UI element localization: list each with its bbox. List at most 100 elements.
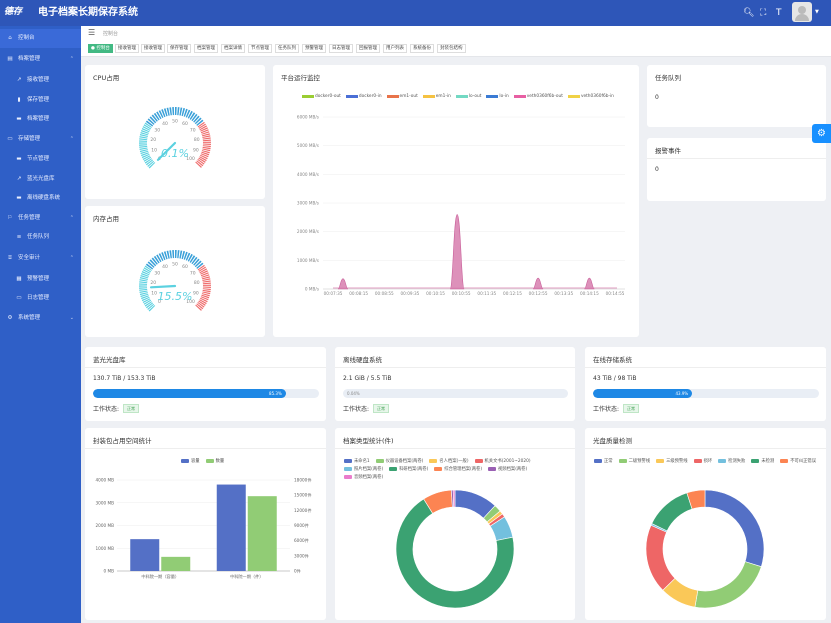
legend-line-icon — [302, 95, 314, 98]
legend-item[interactable]: 损坏 — [693, 458, 713, 464]
tab-item[interactable]: 预警管理 — [302, 44, 326, 53]
tab-item[interactable]: 任务队列 — [275, 44, 299, 53]
legend-item[interactable]: 未检测 — [751, 458, 774, 464]
series-peak — [449, 214, 465, 290]
legend-item[interactable]: docker0-out — [302, 94, 341, 99]
sidebar-item[interactable]: ▬ 离线硬盘系统 — [0, 189, 81, 208]
tab-item[interactable]: ● 控制台 — [88, 44, 113, 53]
chevron-icon: ⌄ — [69, 315, 74, 321]
hamburger-icon[interactable]: ☰ — [88, 28, 96, 37]
settings-gear-button[interactable]: ⚙ — [812, 124, 831, 143]
tab-item[interactable]: 保存管理 — [167, 44, 191, 53]
sidebar-item-label: 任务队列 — [27, 234, 50, 240]
sidebar-item[interactable]: ⚐ 任务管理 ⌃ — [0, 209, 81, 228]
tab-item[interactable]: 封装包结构 — [437, 44, 466, 53]
search-icon[interactable]: 🔍︎ — [743, 8, 755, 18]
chevron-down-icon[interactable]: ▼ — [815, 9, 819, 15]
legend-label: lo-in — [499, 94, 509, 99]
gauge-tick-segment — [147, 160, 155, 167]
legend-item[interactable]: veth0360f6b-out — [514, 94, 563, 99]
legend-item[interactable]: 机关文书(2001~2020) — [474, 458, 531, 464]
gauge-tick-segment — [158, 253, 164, 262]
legend-item[interactable]: 视频档案(两卷) — [488, 466, 527, 472]
sidebar-item[interactable]: ⚙ 系统管理 ⌄ — [0, 309, 81, 328]
legend-item[interactable]: em1-in — [423, 94, 451, 99]
external-link-icon: ↗ — [16, 176, 22, 182]
tab-item[interactable]: 回报管理 — [356, 44, 380, 53]
legend-label: 照片档案(两卷) — [354, 467, 384, 472]
legend-item[interactable]: 容量 — [181, 458, 200, 464]
tab-item[interactable]: 档案详情 — [221, 44, 245, 53]
task-queue-title: 任务队列 — [655, 74, 681, 82]
gauge-tick-segment — [189, 112, 196, 120]
font-size-icon[interactable]: T — [776, 8, 782, 18]
avatar[interactable] — [792, 2, 812, 22]
legend-item[interactable]: 检测失败 — [718, 458, 745, 464]
gauge-tick-segment — [139, 292, 148, 296]
legend-label: 名人档案(一般) — [439, 459, 469, 464]
divider — [585, 367, 826, 368]
tab-item[interactable]: 用户列表 — [383, 44, 407, 53]
gauge-tick-segment — [185, 252, 191, 261]
legend-item[interactable]: 不可纠正错误 — [780, 458, 816, 464]
gauge-tick-segment — [141, 152, 149, 157]
legend-item[interactable]: 名人档案(一般) — [429, 458, 469, 464]
sidebar-item[interactable]: ⌂ 控制台 — [0, 29, 81, 48]
tab-item[interactable]: 日志管理 — [329, 44, 353, 53]
tab-item[interactable]: 系统备份 — [410, 44, 434, 53]
fullscreen-icon[interactable]: ⛶ — [760, 8, 767, 18]
divider — [585, 448, 826, 449]
gauge-tick-segment — [144, 158, 153, 164]
sidebar-item[interactable]: ▦ 预警管理 — [0, 270, 81, 289]
sidebar-item[interactable]: ▭ 存储管理 ⌃ — [0, 130, 81, 149]
legend-item[interactable]: 仪器设备档案(两卷) — [375, 458, 423, 464]
gauge-tick-segment — [144, 122, 152, 128]
y-right-tick-label: 3000件 — [294, 552, 309, 559]
legend-item[interactable]: 音频档案(两卷) — [344, 474, 383, 480]
tab-item[interactable]: 档案管理 — [194, 44, 218, 53]
sidebar: ⌂ 控制台 ▤ 档案管理 ⌃ ↗ 接收管理 ▮ 保存管理 ▬ 档案管理 ▭ 存储管理 ⌃ ▬ 节点管理 ↗ 蓝光光… — [0, 26, 81, 623]
sidebar-item[interactable]: ▬ 档案管理 — [0, 110, 81, 129]
legend-item[interactable]: lo-out — [456, 94, 481, 99]
legend-item[interactable]: 未命名1 — [344, 458, 370, 464]
gauge-tick-segment — [139, 134, 148, 137]
sidebar-item[interactable]: ▬ 节点管理 — [0, 150, 81, 169]
legend-item[interactable]: docker0-in — [346, 94, 382, 99]
legend-swatch-icon — [693, 459, 702, 463]
legend-item[interactable]: veth0360f6b-in — [568, 94, 614, 99]
legend-item[interactable]: 三级预警线 — [656, 458, 688, 464]
sidebar-item[interactable]: ▤ 档案管理 ⌃ — [0, 50, 81, 69]
legend-item[interactable]: 正常 — [594, 458, 613, 464]
sidebar-item[interactable]: ▭ 日志管理 — [0, 289, 81, 308]
series-peak — [337, 278, 349, 290]
sidebar-item[interactable]: ↗ 蓝光光盘库 — [0, 170, 81, 189]
divider — [335, 367, 575, 368]
gauge-tick-segment — [183, 108, 188, 117]
legend-label: 损坏 — [703, 459, 713, 464]
cpu-gauge: 01020304050607080901000.1% — [139, 107, 211, 169]
legend-item[interactable]: 照片档案(两卷) — [344, 466, 383, 472]
breadcrumb[interactable]: 控制台 — [103, 31, 119, 37]
y-right-tick-label: 12000件 — [294, 507, 312, 514]
sidebar-item-label: 系统管理 — [18, 315, 41, 321]
legend-item[interactable]: 科研档案(两卷) — [389, 466, 428, 472]
sidebar-item[interactable]: ▮ 保存管理 — [0, 91, 81, 110]
legend-item[interactable]: em1-out — [387, 94, 418, 99]
gauge-tick-segment — [202, 139, 211, 142]
gauge-pointer — [156, 141, 177, 161]
legend-item[interactable]: 数量 — [205, 458, 224, 464]
tab-item[interactable]: 接收管理 — [141, 44, 165, 53]
tab-item[interactable]: 节点管理 — [248, 44, 272, 53]
legend-item[interactable]: 综合管理档案(两卷) — [434, 466, 482, 472]
y-right-tick-label: 18000件 — [294, 477, 312, 484]
gauge-tick-segment — [197, 302, 205, 308]
sidebar-item[interactable]: ↗ 接收管理 — [0, 71, 81, 90]
sidebar-item[interactable]: ⌸ 安全审计 ⌃ — [0, 249, 81, 268]
legend-item[interactable]: lo-in — [487, 94, 509, 99]
legend-item[interactable]: 二级预警线 — [618, 458, 650, 464]
grid-icon: ▦ — [16, 276, 22, 282]
tab-item[interactable]: 接收管理 — [115, 44, 139, 53]
gauge-tick-segment — [166, 107, 170, 116]
sidebar-item[interactable]: ≡ 任务队列 — [0, 228, 81, 247]
gauge-tick-segment — [196, 160, 204, 167]
